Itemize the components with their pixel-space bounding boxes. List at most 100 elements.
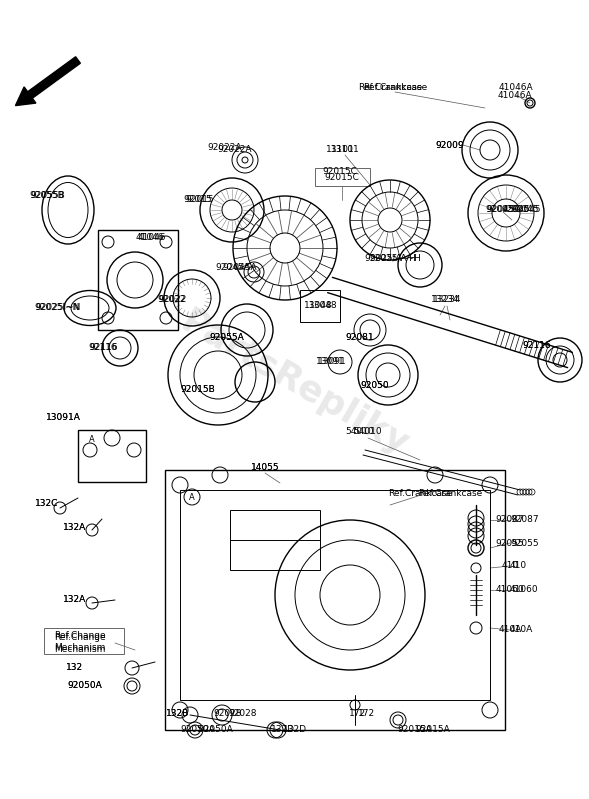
Text: 92022: 92022	[158, 296, 186, 304]
Text: Ref.Crankcase: Ref.Crankcase	[358, 84, 422, 93]
Text: Ref.Crankcase: Ref.Crankcase	[363, 84, 427, 93]
Text: 92055B: 92055B	[29, 190, 64, 200]
Text: 92116: 92116	[90, 344, 118, 352]
Text: 92025I~N: 92025I~N	[34, 304, 80, 312]
Text: 41046: 41046	[135, 233, 164, 243]
Text: 92009: 92009	[436, 141, 464, 149]
Text: Ref.Change: Ref.Change	[54, 634, 106, 642]
Text: 92015A: 92015A	[415, 725, 450, 734]
Text: 172: 172	[358, 710, 375, 718]
Text: 92045A: 92045A	[223, 264, 257, 272]
Text: A: A	[189, 492, 195, 502]
Text: 92045: 92045	[512, 205, 541, 214]
Text: 92081: 92081	[346, 333, 375, 343]
Text: 92015: 92015	[184, 196, 212, 205]
Text: 92015A: 92015A	[398, 725, 432, 734]
Text: 14055: 14055	[251, 463, 279, 472]
Text: 132D: 132D	[271, 725, 295, 734]
Text: 132A: 132A	[64, 523, 87, 531]
Text: 92050A: 92050A	[68, 681, 102, 690]
Text: 41046A: 41046A	[499, 84, 533, 93]
Text: 92116: 92116	[522, 340, 551, 349]
Text: Mechanism: Mechanism	[54, 646, 105, 654]
Text: 92050: 92050	[360, 380, 389, 389]
Text: 92087: 92087	[496, 515, 524, 524]
Text: 13101: 13101	[326, 145, 355, 154]
Text: 13234: 13234	[431, 296, 459, 304]
Text: 132: 132	[67, 663, 84, 673]
Text: 92015C: 92015C	[323, 168, 358, 177]
Text: 41060: 41060	[496, 586, 524, 594]
Text: 132A: 132A	[64, 523, 87, 531]
Bar	[44, 628, 124, 654]
Text: Ref.Crankcase: Ref.Crankcase	[418, 488, 482, 498]
Bar	[300, 290, 340, 322]
Text: 410: 410	[510, 562, 527, 570]
Text: 92116: 92116	[89, 344, 117, 352]
Text: 13234: 13234	[433, 296, 461, 304]
Text: 132C: 132C	[35, 499, 59, 508]
Text: 92045: 92045	[510, 205, 538, 214]
Text: 410A: 410A	[498, 626, 522, 634]
Text: 92009: 92009	[436, 141, 464, 149]
Text: 92025/A~H: 92025/A~H	[364, 253, 416, 263]
Text: 92050A: 92050A	[198, 725, 233, 734]
Text: 92015B: 92015B	[181, 385, 216, 395]
Text: 92015: 92015	[186, 196, 214, 205]
Text: 13091A: 13091A	[45, 414, 81, 423]
Text: 41046A: 41046A	[498, 90, 532, 100]
Text: 92055A: 92055A	[210, 333, 244, 343]
Text: 92045: 92045	[486, 205, 514, 214]
Text: 41046: 41046	[138, 233, 166, 243]
Bar	[98, 230, 178, 330]
Text: 92050: 92050	[360, 380, 389, 389]
Text: 92050A: 92050A	[68, 681, 102, 690]
Text: 92055B: 92055B	[31, 190, 65, 200]
Text: 13091: 13091	[316, 357, 345, 367]
Text: 92015C: 92015C	[325, 173, 359, 181]
Text: 13048: 13048	[304, 300, 332, 309]
Text: 92087: 92087	[510, 515, 538, 524]
Text: A: A	[89, 435, 95, 444]
Text: 92022A: 92022A	[208, 144, 242, 153]
Text: 172: 172	[349, 710, 366, 718]
Text: 92045: 92045	[487, 205, 515, 214]
Text: 132B: 132B	[166, 710, 190, 718]
Text: 92022: 92022	[159, 296, 187, 304]
Text: 13091: 13091	[317, 357, 346, 367]
Text: 410A: 410A	[510, 626, 533, 634]
Text: 14055: 14055	[251, 463, 279, 472]
Text: 92055A: 92055A	[210, 333, 244, 343]
Bar	[165, 470, 505, 730]
Text: 13101: 13101	[330, 145, 359, 154]
Text: 92025/A~H: 92025/A~H	[369, 253, 421, 263]
Text: 13091A: 13091A	[45, 414, 81, 423]
Bar	[230, 510, 320, 570]
Text: 92022A: 92022A	[218, 145, 252, 154]
Text: PartsRepliky: PartsRepliky	[175, 304, 414, 463]
Text: 92081: 92081	[346, 333, 375, 343]
Text: 132A: 132A	[64, 595, 87, 605]
Text: 92025I~N: 92025I~N	[35, 304, 81, 312]
Text: Mechanism: Mechanism	[54, 643, 105, 653]
Text: 132: 132	[67, 663, 84, 673]
Text: 132D: 132D	[283, 725, 307, 734]
Text: Ref.Change: Ref.Change	[54, 630, 106, 639]
Text: 132C: 132C	[35, 499, 59, 508]
Text: 92015B: 92015B	[181, 385, 216, 395]
Text: 92116: 92116	[522, 340, 551, 349]
Text: 54010: 54010	[346, 427, 375, 436]
Text: 92050A: 92050A	[181, 725, 216, 734]
Bar	[315, 168, 370, 186]
Text: 132B: 132B	[166, 710, 190, 718]
Text: Ref.Crankcase: Ref.Crankcase	[388, 488, 452, 498]
Text: 54010: 54010	[353, 427, 382, 436]
Text: 410: 410	[501, 562, 518, 570]
Text: 92055: 92055	[510, 539, 538, 547]
FancyArrow shape	[15, 57, 80, 105]
Text: 92055: 92055	[496, 539, 524, 547]
Text: 41060: 41060	[510, 586, 538, 594]
Text: 132A: 132A	[64, 595, 87, 605]
Text: 92028: 92028	[228, 710, 256, 718]
Bar	[180, 490, 490, 700]
